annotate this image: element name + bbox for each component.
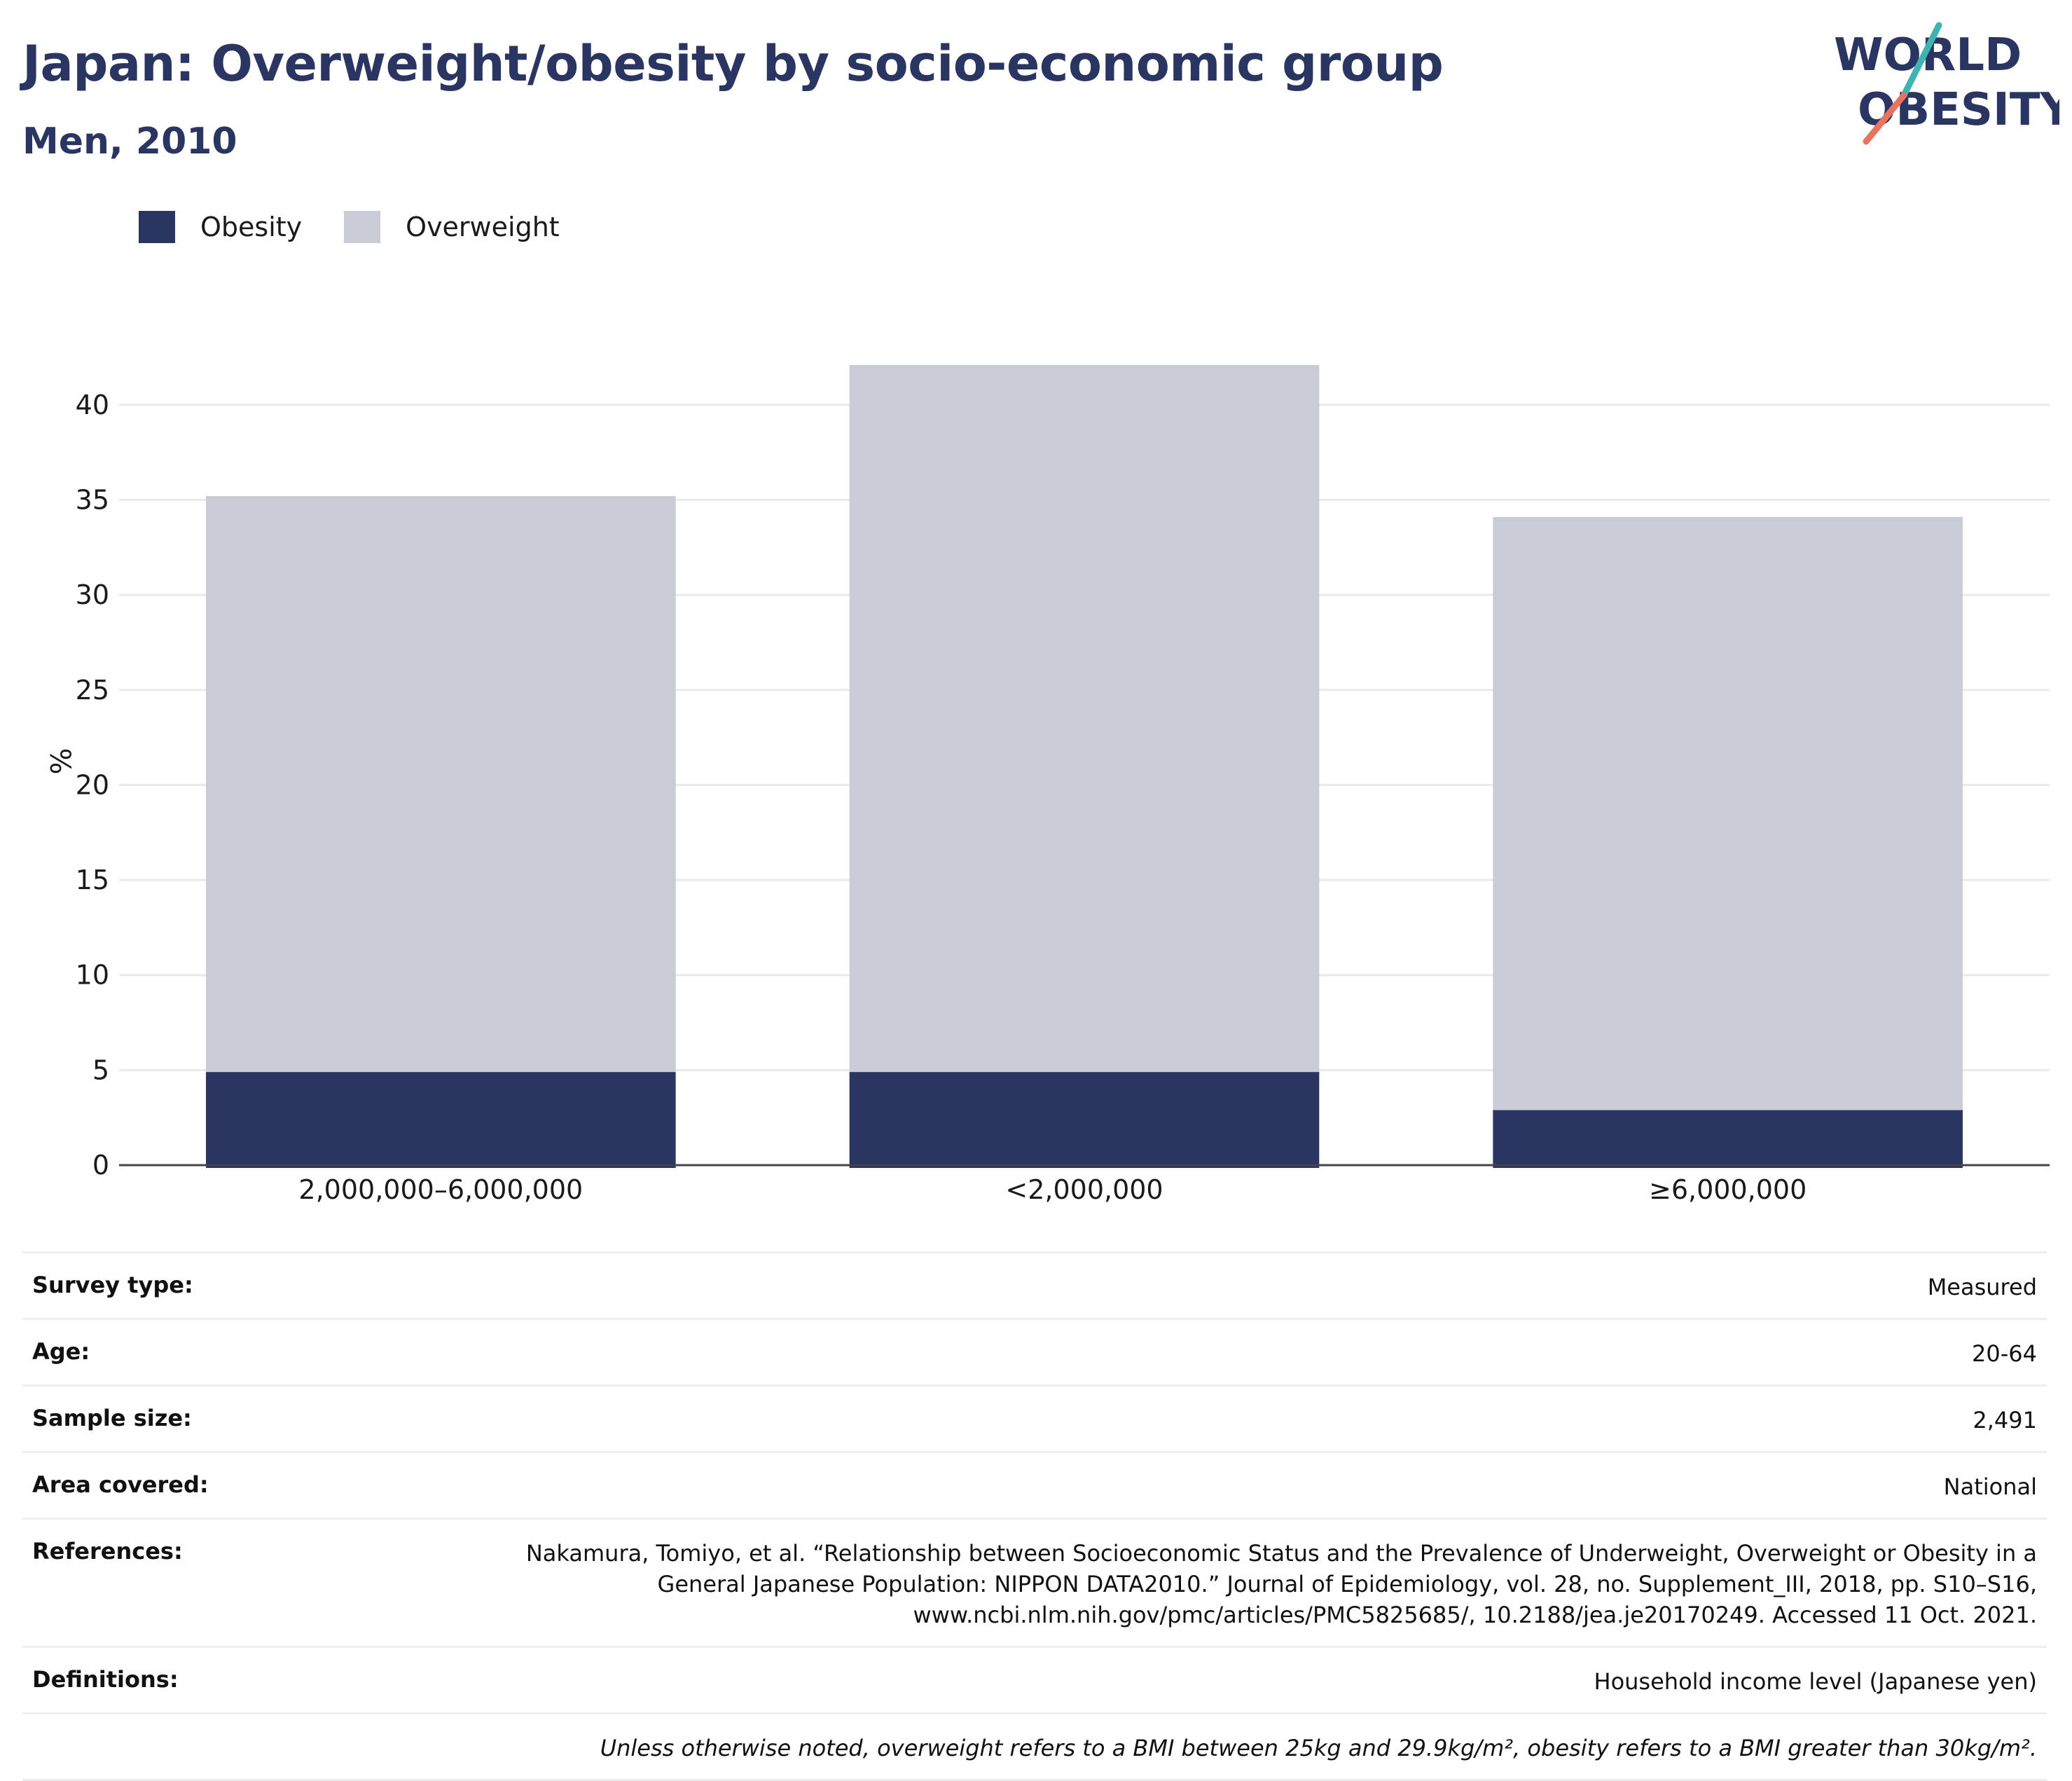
definitions-label: Definitions:	[32, 1666, 179, 1693]
age-value: 20-64	[1972, 1340, 2037, 1367]
chart-legend: Obesity Overweight	[139, 207, 602, 247]
references-label: References:	[32, 1538, 183, 1565]
bar-overweight	[1493, 516, 1963, 1110]
y-tick-label: 40	[76, 390, 109, 420]
y-axis-label: %	[43, 748, 76, 774]
info-row-survey-type: Survey type: Measured	[22, 1251, 2047, 1318]
reference-line: Nakamura, Tomiyo, et al. “Relationship b…	[525, 1540, 2037, 1567]
x-tick-label: ≥6,000,000	[1649, 1174, 1807, 1205]
info-row-definitions: Definitions: Household income level (Jap…	[22, 1646, 2047, 1712]
info-row-note: Unless otherwise noted, overweight refer…	[22, 1712, 2047, 1781]
sample-size-label: Sample size:	[32, 1405, 192, 1431]
info-row-references: References: Nakamura, Tomiyo, et al. “Re…	[22, 1518, 2047, 1646]
survey-type-label: Survey type:	[32, 1272, 193, 1298]
x-tick-label: <2,000,000	[1005, 1174, 1163, 1205]
bar-obesity	[849, 1072, 1320, 1168]
bar-overweight	[206, 496, 676, 1073]
legend-swatch-obesity	[139, 211, 175, 243]
area-covered-label: Area covered:	[32, 1471, 209, 1498]
stacked-bar-chart: 0 5 10 15 20 25 30 35 40% 2,000,000–6,000,000 <2,0…	[43, 364, 2050, 1205]
bar-obesity	[1493, 1110, 1963, 1168]
y-tick-label: 35	[76, 484, 109, 515]
y-tick-label: 15	[76, 865, 109, 895]
legend-swatch-overweight	[344, 211, 381, 243]
chart-title: Japan: Overweight/obesity by socio-econo…	[22, 35, 1444, 92]
info-row-age: Age: 20-64	[22, 1318, 2047, 1384]
legend-item-obesity[interactable]: Obesity	[139, 211, 302, 243]
legend-label-overweight: Overweight	[406, 212, 560, 242]
y-tick-label: 10	[76, 960, 109, 991]
bmi-definition-note: Unless otherwise noted, overweight refer…	[600, 1735, 2037, 1761]
area-covered-value: National	[1943, 1473, 2037, 1500]
bar-overweight	[849, 364, 1320, 1073]
legend-item-overweight[interactable]: Overweight	[344, 211, 560, 243]
age-label: Age:	[32, 1338, 90, 1365]
references-value: Nakamura, Tomiyo, et al. “Relationship b…	[396, 1538, 2037, 1630]
reference-line: www.ncbi.nlm.nih.gov/pmc/articles/PMC582…	[913, 1602, 2037, 1628]
y-tick-label: 5	[92, 1054, 109, 1085]
info-row-area-covered: Area covered: National	[22, 1451, 2047, 1518]
y-tick-label: 30	[76, 579, 109, 610]
sample-size-value: 2,491	[1973, 1407, 2037, 1433]
x-tick-label: 2,000,000–6,000,000	[298, 1174, 583, 1205]
legend-label-obesity: Obesity	[200, 212, 303, 242]
info-row-sample-size: Sample size: 2,491	[22, 1384, 2047, 1451]
logo-teal-slash	[1900, 22, 1942, 99]
world-obesity-logo: WORLD OBESITY	[1834, 22, 2059, 145]
bar-obesity	[206, 1072, 676, 1168]
reference-line: General Japanese Population: NIPPON DATA…	[657, 1571, 2037, 1597]
y-tick-label: 0	[92, 1150, 109, 1181]
definitions-value: Household income level (Japanese yen)	[1594, 1668, 2038, 1695]
chart-subtitle: Men, 2010	[22, 121, 237, 163]
y-tick-label: 25	[76, 675, 109, 706]
y-tick-label: 20	[76, 769, 109, 800]
logo-text-world: WORLD	[1834, 29, 2022, 81]
survey-type-value: Measured	[1927, 1274, 2037, 1300]
survey-info-table: Survey type: Measured Age: 20-64 Sample …	[22, 1251, 2047, 1781]
logo-coral-slash	[1863, 92, 1907, 145]
